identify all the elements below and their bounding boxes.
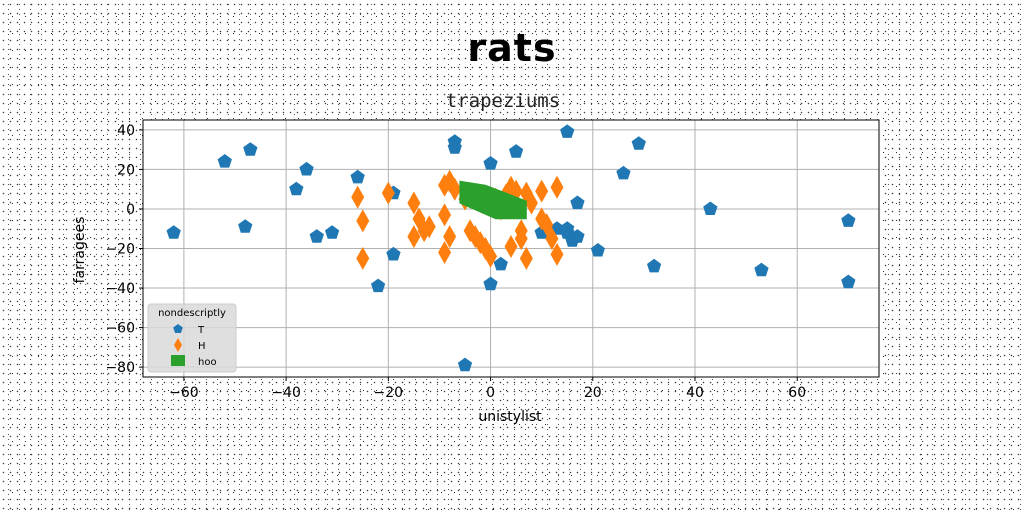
x-tick-label: 40 [686,385,704,401]
legend-label: H [198,341,206,352]
y-tick-label: −40 [105,281,135,297]
x-axis-label: unistylist [478,409,542,425]
y-tick-label: 0 [126,202,135,218]
y-tick-label: 20 [117,162,135,178]
x-tick-label: −40 [271,385,301,401]
y-tick-label: −80 [105,360,135,376]
x-tick-label: 60 [788,385,806,401]
y-tick-label: −20 [105,242,135,258]
y-tick-label: −60 [105,321,135,337]
y-tick-label: 40 [117,123,135,139]
legend-marker [171,355,185,366]
x-tick-label: 20 [584,385,602,401]
x-tick-label: 0 [486,385,495,401]
chart-title: trapeziums [446,90,560,112]
y-axis-label: farragees [72,217,88,284]
legend-label: T [197,325,205,336]
x-tick-label: −20 [374,385,404,401]
legend-title: nondescriptly [158,308,226,319]
legend-label: hoo [198,357,217,368]
x-tick-label: −60 [169,385,199,401]
